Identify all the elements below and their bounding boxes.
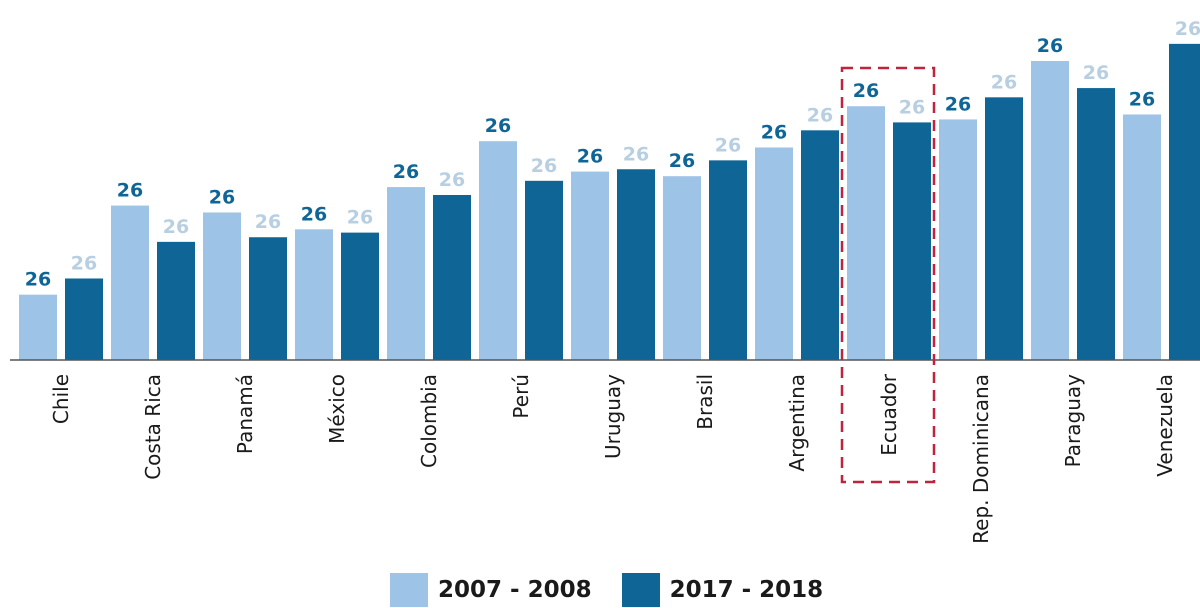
data-label-m-xico-1: 26: [301, 203, 327, 225]
bar-chart: 26 26 Chile 26 26 Costa Rica 26 26 Panamá 26 26 Méx…: [10, 18, 1200, 544]
legend-label-2007-2008: 2007 - 2008: [438, 577, 592, 603]
bar-paraguay-2: [1077, 88, 1115, 360]
data-label-colombia-1: 26: [393, 161, 419, 183]
data-label-per--2: 26: [531, 155, 557, 177]
bar-brasil-2: [709, 160, 747, 360]
bar-panam--2: [249, 237, 287, 360]
legend-swatch-2017-2018: [621, 573, 660, 607]
data-label-venezuela-2: 26: [1175, 18, 1200, 40]
bar-panam--1: [203, 212, 241, 360]
category-label-panam-: Panamá: [233, 374, 257, 454]
category-label-rep-dominicana: Rep. Dominicana: [969, 374, 993, 544]
data-label-costa-rica-2: 26: [163, 216, 189, 238]
bar-ecuador-1: [847, 106, 885, 360]
bar-m-xico-2: [341, 232, 379, 360]
highlight-box-ecuador: [840, 66, 936, 484]
category-label-colombia: Colombia: [417, 374, 441, 468]
bar-chile-2: [65, 278, 103, 360]
category-label-brasil: Brasil: [693, 374, 717, 430]
data-label-venezuela-1: 26: [1129, 88, 1155, 110]
data-label-per--1: 26: [485, 115, 511, 137]
bar-paraguay-1: [1031, 61, 1069, 361]
bar-uruguay-1: [571, 171, 609, 360]
category-label-chile: Chile: [49, 374, 73, 424]
bar-uruguay-2: [617, 169, 655, 360]
data-label-rep-dominicana-2: 26: [991, 71, 1017, 93]
legend-item-2007-2008: 2007 - 2008: [390, 573, 592, 607]
data-label-ecuador-2: 26: [899, 96, 925, 118]
data-label-paraguay-2: 26: [1083, 62, 1109, 84]
category-label-venezuela: Venezuela: [1153, 374, 1177, 477]
bar-venezuela-2: [1169, 43, 1200, 361]
data-label-paraguay-1: 26: [1037, 35, 1063, 57]
bar-costa-rica-1: [111, 205, 149, 360]
data-label-uruguay-1: 26: [577, 146, 603, 168]
bar-rep-dominicana-2: [985, 97, 1023, 360]
category-label-ecuador: Ecuador: [877, 373, 901, 455]
data-label-argentina-1: 26: [761, 121, 787, 143]
bar-rep-dominicana-1: [939, 119, 977, 361]
data-label-chile-1: 26: [25, 269, 51, 291]
legend-item-2017-2018: 2017 - 2018: [621, 573, 824, 607]
bar-costa-rica-2: [157, 241, 195, 360]
data-label-brasil-1: 26: [669, 150, 695, 172]
data-label-m-xico-2: 26: [347, 207, 373, 229]
data-label-colombia-2: 26: [439, 169, 465, 191]
category-label-per-: Perú: [509, 374, 533, 419]
data-label-rep-dominicana-1: 26: [945, 93, 971, 115]
legend-label-2017-2018: 2017 - 2018: [669, 577, 824, 603]
bar-argentina-1: [755, 147, 793, 360]
bar-per--2: [525, 180, 563, 360]
data-label-ecuador-1: 26: [853, 80, 879, 102]
data-label-panam--2: 26: [255, 211, 281, 233]
data-label-chile-2: 26: [71, 252, 97, 274]
bar-venezuela-1: [1123, 114, 1161, 360]
data-label-panam--1: 26: [209, 186, 235, 208]
bar-colombia-2: [433, 195, 471, 360]
bar-argentina-2: [801, 130, 839, 360]
category-label-argentina: Argentina: [785, 374, 809, 472]
bar-per--1: [479, 141, 517, 360]
data-label-costa-rica-1: 26: [117, 180, 143, 202]
data-label-argentina-2: 26: [807, 104, 833, 126]
bar-m-xico-1: [295, 229, 333, 360]
bar-ecuador-2: [893, 122, 931, 361]
category-label-m-xico: México: [325, 374, 349, 444]
data-label-uruguay-2: 26: [623, 143, 649, 165]
category-label-costa-rica: Costa Rica: [141, 374, 165, 480]
legend: 2007 - 2008 2017 - 2018: [390, 572, 853, 608]
bar-colombia-1: [387, 187, 425, 360]
bar-chile-1: [19, 294, 57, 360]
category-label-uruguay: Uruguay: [601, 374, 625, 459]
data-label-brasil-2: 26: [715, 134, 741, 156]
bar-brasil-1: [663, 176, 701, 360]
category-label-paraguay: Paraguay: [1061, 374, 1085, 468]
legend-swatch-2007-2008: [390, 573, 428, 607]
